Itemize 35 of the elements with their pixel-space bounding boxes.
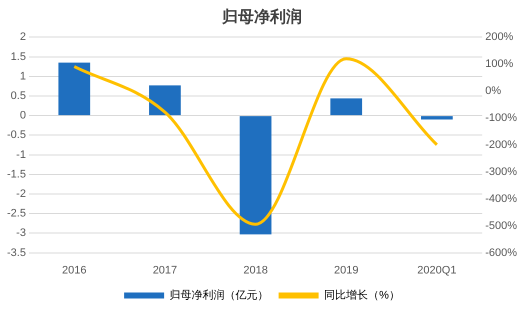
bar	[58, 62, 90, 116]
y-tick-label: 0.5	[10, 90, 26, 102]
bar	[421, 116, 453, 120]
y2-tick-label: 0%	[485, 85, 502, 98]
y2-tick-label: -200%	[485, 139, 518, 152]
y-tick-label: 0	[20, 110, 26, 122]
y-tick-label: -3	[16, 227, 26, 240]
y-tick-label: 2	[20, 31, 26, 44]
bar	[240, 116, 272, 234]
line-series	[72, 57, 438, 226]
legend-label: 归母净利润（亿元）	[170, 288, 269, 302]
y2-tick-label: -600%	[485, 246, 518, 259]
y2-tick-label: -300%	[485, 166, 518, 178]
y-tick-label: -2.5	[6, 208, 26, 220]
y2-tick-label: -500%	[485, 220, 518, 232]
legend-label: 同比增长（%）	[324, 288, 400, 302]
bar	[330, 98, 362, 116]
x-tick-label: 2020Q1	[417, 264, 456, 276]
y-tick-label: -2	[16, 188, 26, 200]
y-tick-label: -1.5	[6, 168, 26, 180]
y-tick-label: -3.5	[6, 246, 26, 259]
x-tick-label: 2018	[243, 264, 268, 276]
bar	[149, 85, 181, 116]
x-tick-label: 2016	[62, 264, 87, 276]
y-tick-label: 1.5	[10, 50, 26, 63]
y-tick-label: -0.5	[6, 129, 26, 142]
x-tick-label: 2019	[334, 264, 358, 276]
y2-tick-label: -100%	[485, 112, 518, 124]
y2-tick-label: 100%	[485, 58, 514, 70]
y2-tick-label: 200%	[485, 31, 514, 44]
y2-tick-label: -400%	[485, 192, 518, 205]
chart-title: 归母净利润	[221, 8, 302, 26]
y-tick-label: 1	[20, 70, 26, 82]
x-tick-label: 2017	[152, 264, 178, 276]
y-tick-label: -1	[16, 148, 26, 161]
